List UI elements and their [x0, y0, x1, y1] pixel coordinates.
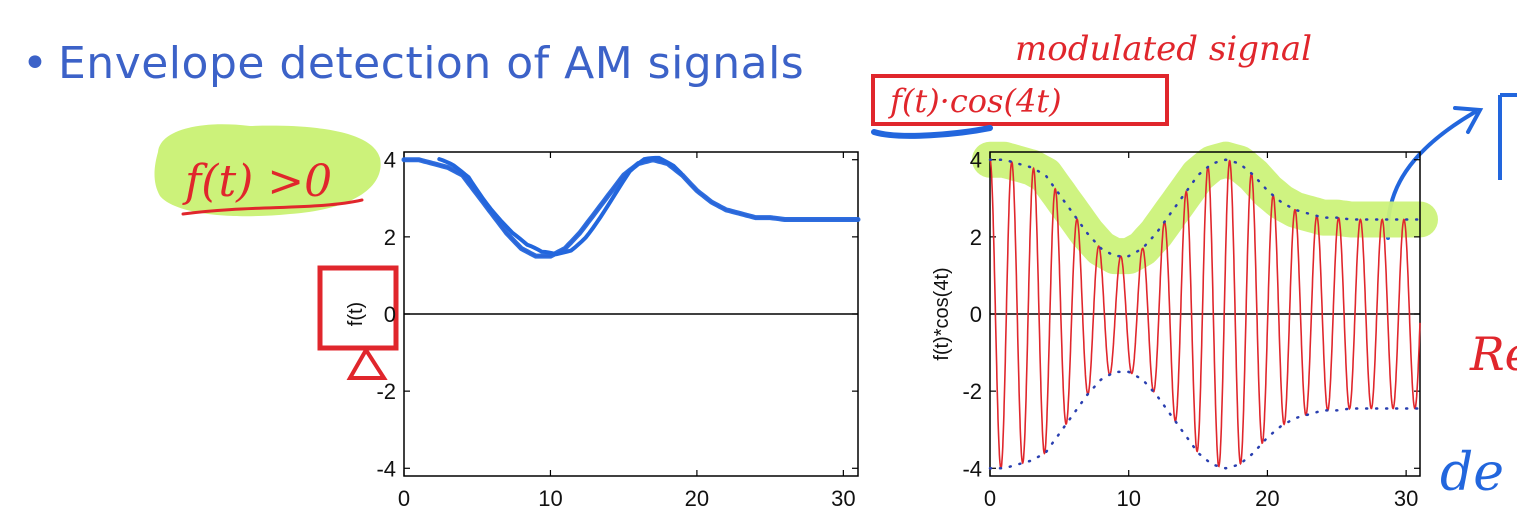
condition-label: f(t) >0 [182, 156, 332, 207]
title-bullet: • [22, 38, 49, 89]
ylabel-box [317, 265, 399, 351]
lower-envelope-line [988, 370, 1422, 470]
condition-underline [181, 198, 364, 216]
x-tick-label: 30 [831, 486, 855, 511]
arrow-head-icon [1453, 106, 1484, 134]
x-tick-label: 10 [538, 486, 562, 511]
signal-blue-trace-2 [437, 155, 683, 257]
ylabel-triangle [346, 346, 388, 380]
x-tick-label: 0 [398, 486, 410, 511]
y-tick-label: 4 [384, 148, 396, 173]
partial-text-re: Re [1469, 327, 1517, 381]
x-tick-label: 30 [1394, 486, 1418, 511]
modulated-signal-label: modulated signal [1015, 29, 1312, 69]
product-formula: f(t)·cos(4t) [888, 82, 1062, 120]
y-tick-label: -2 [376, 379, 396, 404]
formula-blue-mark [871, 125, 993, 139]
modulated-signal-line [989, 159, 1421, 470]
x-tick-label: 10 [1116, 486, 1140, 511]
partial-blue-bracket [1498, 93, 1517, 180]
y-tick-label: -4 [376, 456, 396, 481]
y-tick-label: 0 [384, 302, 396, 327]
y-tick-label: -2 [962, 379, 982, 404]
y-axis-label: f(t)*cos(4t) [931, 267, 953, 360]
signal-blue-trace [401, 157, 861, 259]
x-tick-label: 20 [1255, 486, 1279, 511]
upper-envelope-line [988, 158, 1422, 258]
x-tick-label: 20 [685, 486, 709, 511]
signal-line [404, 158, 858, 258]
y-tick-label: 0 [970, 302, 982, 327]
x-tick-label: 0 [984, 486, 996, 511]
y-axis-label: f(t) [345, 302, 367, 326]
title-text: Envelope detection of AM signals [58, 38, 805, 89]
y-tick-label: -4 [962, 456, 982, 481]
partial-text-de: de [1440, 443, 1504, 503]
y-tick-label: 4 [970, 148, 982, 173]
y-tick-label: 2 [970, 225, 982, 250]
y-tick-label: 2 [384, 225, 396, 250]
slide-title: • Envelope detection of AM signals [22, 38, 804, 89]
formula-box [871, 74, 1169, 126]
condition-highlight [154, 124, 381, 217]
